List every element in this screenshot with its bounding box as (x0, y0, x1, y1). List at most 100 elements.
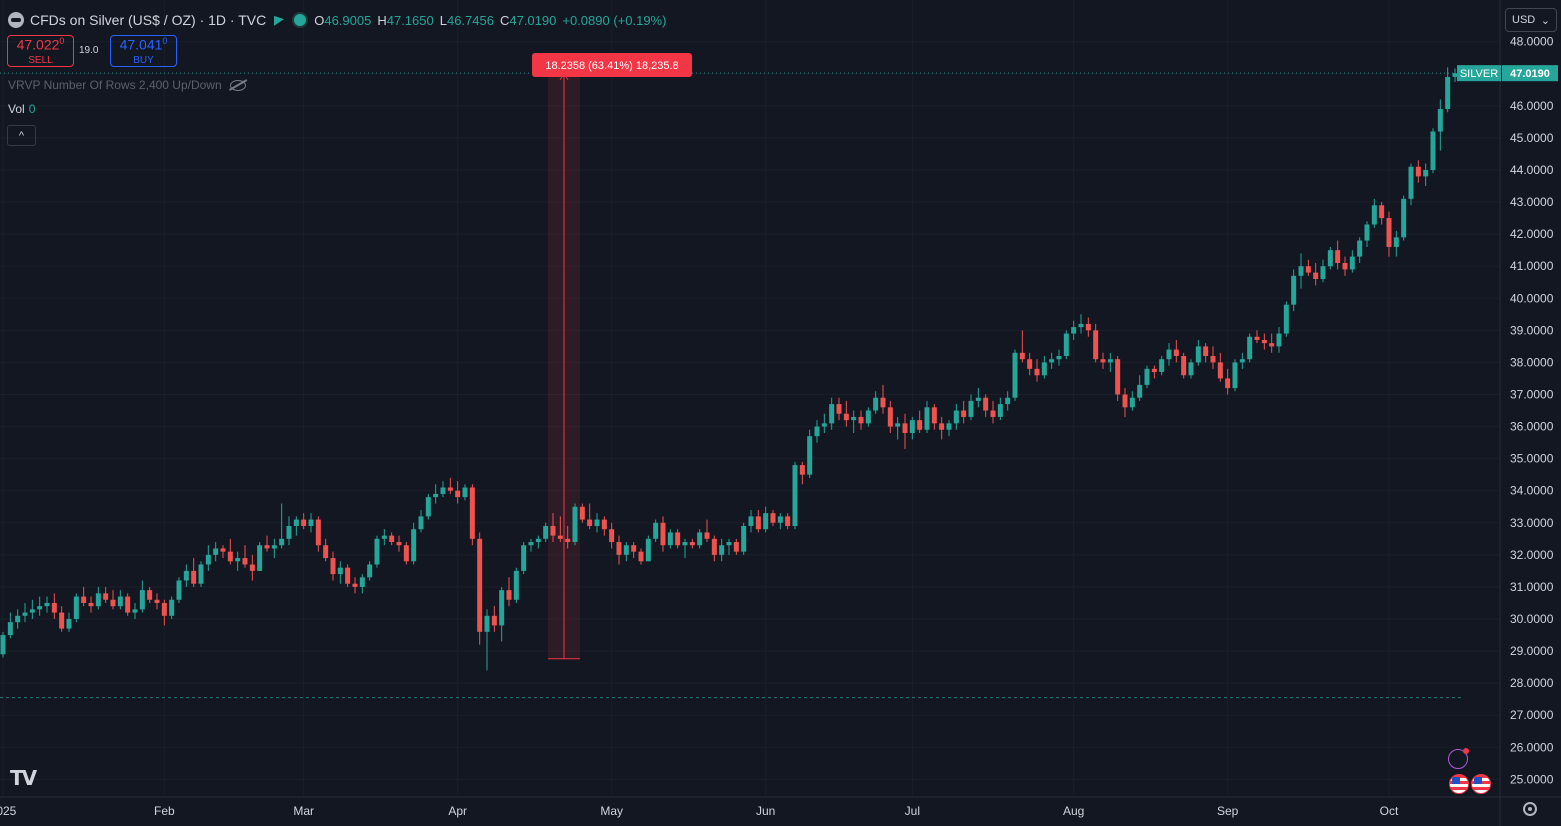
x-tick-label: Jul (905, 804, 920, 818)
candle-body (462, 487, 468, 498)
candle-body (579, 506, 585, 520)
open-label: O (314, 12, 325, 28)
x-tick-label: Sep (1217, 804, 1239, 818)
candle (1320, 259, 1326, 283)
candle (227, 538, 233, 565)
candle (1254, 330, 1260, 344)
candle-body (1393, 237, 1399, 247)
candle (337, 561, 343, 584)
candle-body (51, 602, 57, 613)
candle (594, 513, 600, 533)
candle-body (220, 548, 226, 552)
candle-body (1137, 384, 1143, 398)
candle-body (587, 519, 593, 526)
volume-indicator[interactable]: Vol 0 (8, 102, 35, 116)
collapse-indicators-button[interactable]: ^ (7, 125, 36, 146)
candle (550, 513, 556, 543)
buy-button[interactable]: 47.0410 BUY (110, 35, 177, 67)
candle-body (1078, 323, 1084, 328)
candle-body (191, 570, 197, 584)
candle (1276, 327, 1282, 353)
candle (433, 484, 439, 504)
flag-icon[interactable] (274, 14, 285, 26)
candle-body (1005, 397, 1011, 405)
candle (1327, 246, 1333, 270)
candle (1122, 388, 1128, 417)
candle (323, 538, 329, 562)
candle-body (1034, 368, 1040, 376)
candle (403, 542, 409, 565)
candle-body (132, 609, 138, 613)
y-tick-label: 45.0000 (1510, 131, 1554, 145)
candle (858, 410, 864, 430)
candle (1107, 352, 1113, 373)
vrvp-indicator[interactable]: VRVP Number Of Rows 2,400 Up/Down (8, 78, 246, 92)
candle-body (1085, 323, 1091, 331)
candle (1034, 359, 1040, 382)
candle (1019, 330, 1025, 363)
lightning-event-icon[interactable] (1448, 748, 1469, 769)
candle (1313, 262, 1319, 286)
candle-body (1247, 336, 1253, 360)
candle (169, 596, 175, 619)
candle (139, 580, 145, 613)
candle-body (1269, 343, 1275, 347)
candle-body (1379, 205, 1385, 219)
candle-body (990, 410, 996, 417)
candle-body (755, 516, 761, 530)
candle (983, 394, 989, 417)
candle (0, 631, 6, 658)
candle-body (975, 397, 981, 401)
candle-body (1327, 250, 1333, 267)
candle (887, 400, 893, 433)
candle-body (0, 635, 6, 655)
currency-select[interactable]: USD ⌄ (1505, 8, 1557, 32)
candle (132, 602, 138, 619)
candle-body (528, 542, 534, 546)
candle (1100, 352, 1106, 369)
candle (799, 461, 805, 485)
candle-body (213, 548, 219, 555)
candle-body (374, 538, 380, 565)
eye-hidden-icon[interactable] (229, 79, 246, 91)
candle-body (1056, 356, 1062, 360)
settings-gear-icon[interactable] (1523, 802, 1537, 816)
y-tick-label: 33.0000 (1510, 516, 1554, 530)
market-status-icon[interactable] (294, 14, 307, 26)
candle-body (1313, 272, 1319, 280)
sell-button[interactable]: 47.0220 SELL (7, 35, 74, 67)
us-flag-event-icon[interactable] (1471, 774, 1491, 794)
candle-body (1342, 262, 1348, 270)
candle-body (337, 567, 343, 575)
candle (286, 516, 292, 546)
candle-body (1298, 266, 1304, 276)
candle-body (389, 535, 395, 543)
candle-body (851, 416, 857, 421)
y-tick-label: 39.0000 (1510, 323, 1554, 337)
candle-body (719, 545, 725, 555)
y-tick-label: 38.0000 (1510, 355, 1554, 369)
candle-body (161, 602, 167, 616)
candle-body (1320, 266, 1326, 280)
candle (359, 574, 365, 594)
candle-body (1335, 250, 1341, 263)
spread-value: 19.0 (79, 45, 99, 56)
candle-body (286, 525, 292, 539)
x-tick-label: Apr (448, 804, 467, 818)
candle (51, 593, 57, 619)
candle (81, 586, 87, 607)
tradingview-logo[interactable]: TV (10, 766, 37, 790)
candle-body (1063, 333, 1069, 357)
y-tick-label: 30.0000 (1510, 612, 1554, 626)
candle (469, 484, 475, 546)
candle (924, 400, 930, 433)
candle-body (792, 465, 798, 526)
symbol-title[interactable]: CFDs on Silver (US$ / OZ) · 1D · TVC (30, 12, 267, 28)
candle-body (330, 558, 336, 575)
us-flag-event-icon[interactable] (1449, 774, 1469, 794)
candle-body (1173, 349, 1179, 357)
candle-body (1452, 73, 1458, 77)
candle (506, 577, 512, 607)
candle-body (821, 423, 827, 427)
